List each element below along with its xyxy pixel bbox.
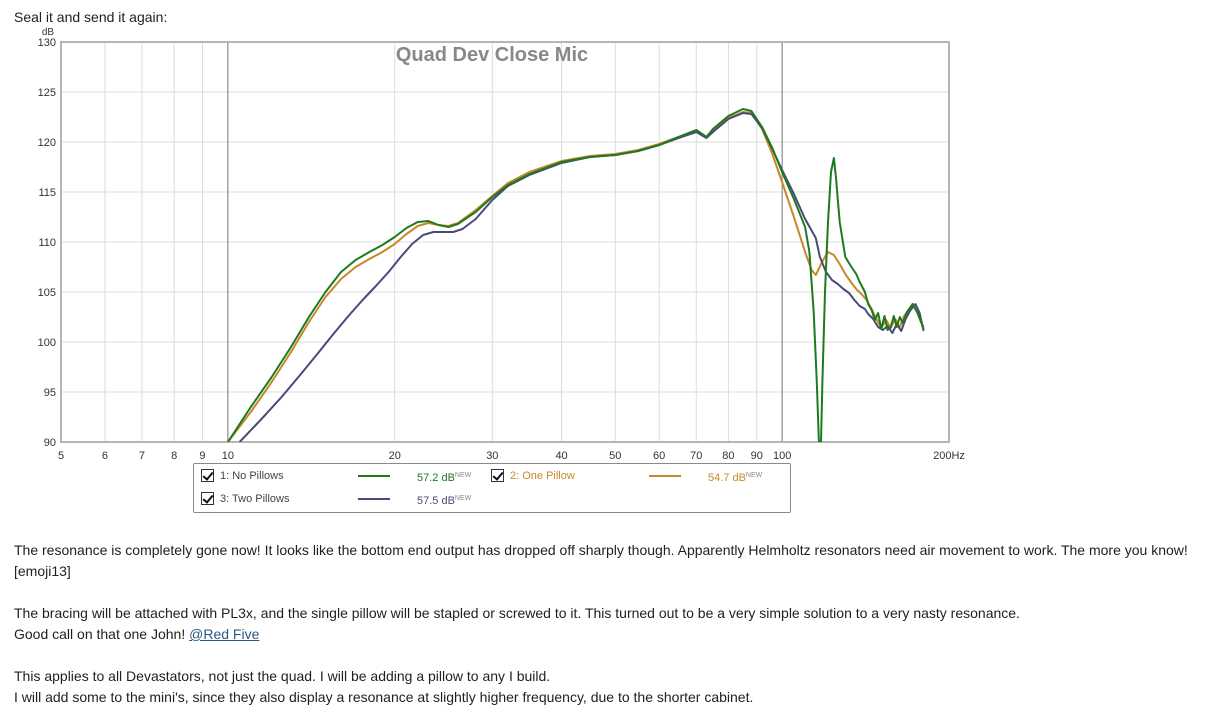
x-tick-label: 8 xyxy=(171,450,177,462)
y-tick-label: 90 xyxy=(44,437,56,449)
x-tick-label: 20 xyxy=(389,450,401,462)
x-tick-label: 50 xyxy=(609,450,621,462)
x-tick-label: 100 xyxy=(773,450,791,462)
x-tick-label: 90 xyxy=(751,450,763,462)
legend-level-two-pillows: 57.5 dBNEW xyxy=(417,495,472,507)
y-tick-label: 105 xyxy=(38,287,56,299)
x-tick-label: 40 xyxy=(555,450,567,462)
x-tick-label: 10 xyxy=(222,450,234,462)
legend-swatch-one-pillow xyxy=(649,475,681,477)
legend-level-one-pillow: 54.7 dBNEW xyxy=(708,472,763,484)
plot-frame xyxy=(60,41,950,443)
x-tick-label: 70 xyxy=(690,450,702,462)
series-line-no-pillows xyxy=(227,108,925,442)
y-tick-label: 110 xyxy=(38,237,56,249)
x-tick-label: 6 xyxy=(102,450,108,462)
x-tick-label: 200Hz xyxy=(933,450,965,462)
y-axis-label: dB xyxy=(42,27,55,38)
post-paragraph-1: The resonance is completely gone now! It… xyxy=(14,542,1188,579)
legend-label-two-pillows: 3: Two Pillows xyxy=(220,493,290,505)
legend-item-one-pillow[interactable]: 2: One Pillow 54.7 dBNEW xyxy=(491,468,781,484)
x-tick-label: 5 xyxy=(58,450,64,462)
legend-checkbox-one-pillow[interactable] xyxy=(491,469,504,482)
chart-title: Quad Dev Close Mic xyxy=(396,44,588,66)
y-tick-label: 125 xyxy=(38,87,56,99)
legend-label-one-pillow: 2: One Pillow xyxy=(510,470,575,482)
legend-item-two-pillows[interactable]: 3: Two Pillows 57.5 dBNEW xyxy=(201,491,491,507)
y-tick-label: 100 xyxy=(38,337,56,349)
legend-level-no-pillows: 57.2 dBNEW xyxy=(417,472,472,484)
post-paragraph-2: The bracing will be attached with PL3x, … xyxy=(14,603,1204,645)
x-tick-label: 30 xyxy=(486,450,498,462)
x-tick-label: 60 xyxy=(653,450,665,462)
y-tick-label: 120 xyxy=(38,137,56,149)
legend-checkbox-two-pillows[interactable] xyxy=(201,492,214,505)
post-paragraph-3-line-1: This applies to all Devastators, not jus… xyxy=(14,668,551,684)
post-intro: Seal it and send it again: xyxy=(14,9,168,25)
post-paragraph-3: This applies to all Devastators, not jus… xyxy=(14,666,1204,708)
legend-swatch-two-pillows xyxy=(358,498,390,500)
chart-legend: 1: No Pillows 57.2 dBNEW 2: One Pillow 5… xyxy=(193,463,791,513)
post-paragraph-2-line-2: Good call on that one John! @Red Five xyxy=(14,624,1204,645)
chart-axes: 90 95 100 105 110 115 120 125 130 5 6 7 8 9 10 20 30 40 50… xyxy=(38,37,965,462)
post-paragraph-2-prefix: Good call on that one John! xyxy=(14,626,190,642)
x-tick-label: 7 xyxy=(139,450,145,462)
x-tick-label: 9 xyxy=(199,450,205,462)
chart-series xyxy=(227,108,925,442)
legend-checkbox-no-pillows[interactable] xyxy=(201,469,214,482)
legend-swatch-no-pillows xyxy=(358,475,390,477)
y-tick-label: 95 xyxy=(44,387,56,399)
y-tick-label: 130 xyxy=(38,37,56,49)
x-tick-label: 80 xyxy=(722,450,734,462)
legend-item-no-pillows[interactable]: 1: No Pillows 57.2 dBNEW xyxy=(201,468,781,484)
mention-link[interactable]: @Red Five xyxy=(189,626,260,642)
frequency-response-chart: 90 95 100 105 110 115 120 125 130 5 6 7 8 9 10 20 30 40 50… xyxy=(38,27,965,462)
legend-label-no-pillows: 1: No Pillows xyxy=(220,470,284,482)
y-tick-label: 115 xyxy=(38,187,56,199)
series-line-two-pillows xyxy=(238,112,925,442)
post-paragraph-3-line-2: I will add some to the mini's, since the… xyxy=(14,689,754,705)
post-paragraph-2-line-1: The bracing will be attached with PL3x, … xyxy=(14,605,1020,621)
